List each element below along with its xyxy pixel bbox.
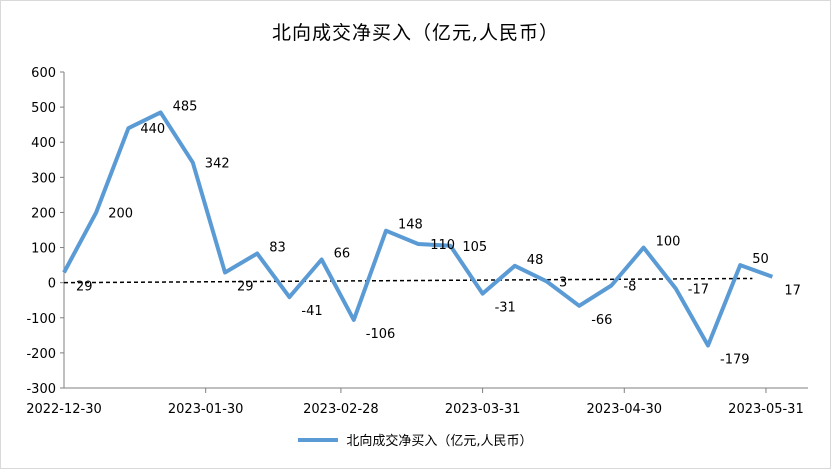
legend-label: 北向成交净买入（亿元,人民币） xyxy=(346,434,533,449)
y-tick-label: -300 xyxy=(26,382,56,397)
y-tick-label: 300 xyxy=(31,171,56,186)
data-label: -179 xyxy=(720,353,750,368)
y-tick-label: -200 xyxy=(26,347,56,362)
data-label: -8 xyxy=(623,279,636,294)
data-label: 440 xyxy=(140,122,165,137)
data-label: 3 xyxy=(559,276,567,291)
x-tick-label: 2023-03-31 xyxy=(445,402,521,417)
y-tick-label: 400 xyxy=(31,136,56,151)
y-tick-label: 200 xyxy=(31,206,56,221)
data-label: 342 xyxy=(205,157,230,172)
data-label: 29 xyxy=(76,279,93,294)
data-label: -17 xyxy=(688,283,709,298)
x-tick-label: 2023-02-28 xyxy=(303,402,379,417)
data-labels: 29 200 440 485 342 29 83 -41 66 -106 148 110 105 -31 4… xyxy=(76,99,801,367)
y-tick-label: 500 xyxy=(31,101,56,116)
x-tick-label: 2023-04-30 xyxy=(586,402,662,417)
x-tick-label: 2023-05-31 xyxy=(728,402,804,417)
data-label: 17 xyxy=(784,284,801,299)
data-label: -106 xyxy=(366,327,396,342)
legend-swatch xyxy=(298,437,339,442)
data-label: 29 xyxy=(237,279,254,294)
y-tick-label: 0 xyxy=(48,277,56,292)
data-label: 50 xyxy=(752,252,769,267)
chart-title: 北向成交净买入（亿元,人民币） xyxy=(271,22,560,44)
data-label: 148 xyxy=(398,218,423,233)
y-tick-label: 100 xyxy=(31,242,56,257)
x-tick-label: 2023-01-30 xyxy=(168,402,244,417)
data-label: 485 xyxy=(173,99,198,114)
data-label: 105 xyxy=(462,240,487,255)
dashed-reference-line xyxy=(63,277,753,284)
data-label: -66 xyxy=(591,313,612,328)
data-label: -31 xyxy=(495,301,516,316)
data-label: 83 xyxy=(269,241,286,256)
y-tick-label: -100 xyxy=(26,312,56,327)
data-label: 110 xyxy=(430,238,455,253)
legend: 北向成交净买入（亿元,人民币） xyxy=(0,430,831,449)
data-label: 66 xyxy=(334,246,351,261)
series-line xyxy=(62,110,774,348)
data-label: 200 xyxy=(108,206,133,221)
y-tick-label: 600 xyxy=(31,66,56,81)
data-label: -41 xyxy=(301,304,322,319)
data-label: 100 xyxy=(656,235,681,250)
series-marks xyxy=(62,110,774,348)
data-label: 48 xyxy=(527,253,544,268)
axes: 600 500 400 300 200 100 0 -100 -200 -300 2022-12-3… xyxy=(26,66,808,417)
x-tick-label: 2022-12-30 xyxy=(26,402,102,417)
